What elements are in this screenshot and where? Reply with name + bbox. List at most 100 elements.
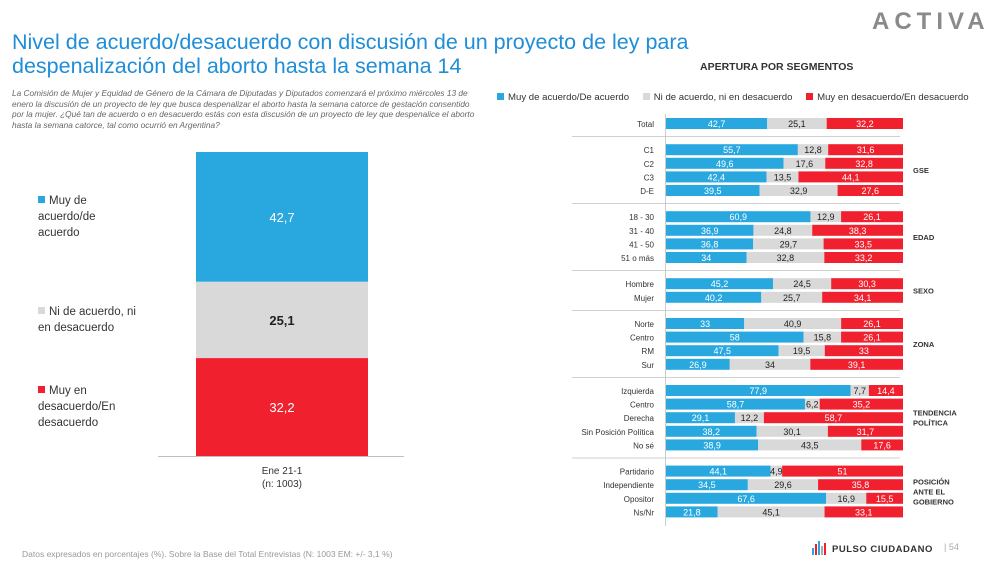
segment-value-agree: 33 [700,319,710,329]
segment-bar-agree [666,492,827,504]
segment-value-neutral: 12,9 [817,212,835,222]
segment-row-label: 51 o más [621,254,654,263]
segment-bar-disagree [828,144,903,156]
segment-bar-disagree [827,425,903,437]
segment-bar-neutral [773,278,832,290]
segment-group-label: ANTE EL [913,488,946,497]
segment-bar-agree [666,358,730,370]
column-value-neutral: 25,1 [269,313,294,328]
segment-row-label: Derecha [624,414,655,423]
segment-bar-disagree [841,318,903,329]
column-legend-swatch [38,195,45,203]
segment-row-label: 18 - 30 [629,213,654,222]
pulso-ciudadano-logo: PULSO CIUDADANO [812,541,933,558]
legend-item-disagree: Muy en desacuerdo/En desacuerdo [806,92,969,103]
segment-value-agree: 34,5 [698,480,716,490]
segment-group-label: TENDENCIA [913,409,957,418]
segment-bar-neutral [810,211,842,223]
segment-bar-disagree [823,238,903,250]
segment-value-neutral: 24,8 [774,226,792,236]
segment-bar-neutral [758,439,862,451]
segment-value-disagree: 31,6 [857,145,875,155]
segment-bar-agree [666,238,754,250]
segment-bar-disagree [763,412,903,424]
segment-value-agree: 21,8 [683,507,701,517]
segment-bar-neutral [850,385,869,396]
segment-bar-disagree [810,358,903,370]
column-legend-line: acuerdo/de [38,209,96,225]
segment-bar-neutral [767,118,827,129]
segment-value-disagree: 26,1 [863,333,881,343]
segment-bar-agree [666,318,745,329]
segment-value-agree: 47,5 [714,346,732,356]
segment-value-disagree: 51 [838,467,848,477]
segment-bar-neutral [746,252,825,263]
segment-value-disagree: 58,7 [825,413,843,423]
segment-bar-neutral [756,425,828,437]
segment-value-disagree: 15,5 [876,494,894,504]
segment-bar-neutral [753,238,824,250]
segment-bar-disagree [837,185,903,196]
segment-value-disagree: 26,1 [863,319,881,329]
segment-value-disagree: 33,1 [855,507,873,517]
segment-bar-disagree [782,465,903,477]
segment-row-label: Sur [642,361,655,370]
segment-value-neutral: 40,9 [784,319,802,329]
segment-value-disagree: 27,6 [862,186,880,196]
segment-value-neutral: 4,9 [770,467,783,477]
segment-bar-agree [666,465,771,477]
segment-value-neutral: 34 [765,360,775,370]
segment-row-label: Centro [630,334,655,343]
legend-label-disagree: Muy en desacuerdo/En desacuerdo [817,92,969,103]
column-legend-agree: Muy de acuerdo/de acuerdo [38,193,96,241]
segment-value-disagree: 32,8 [855,159,873,169]
segment-row-label: 31 - 40 [629,227,654,236]
segment-bar-disagree [866,492,903,504]
legend-item-agree: Muy de acuerdo/De acuerdo [497,92,629,103]
segment-value-neutral: 6,2 [806,400,819,410]
segment-value-neutral: 45,1 [762,507,780,517]
column-legend-line: en desacuerdo [38,320,136,336]
column-value-agree: 42,7 [269,210,294,225]
segment-value-neutral: 43,5 [801,440,819,450]
segment-bar-agree [666,345,779,357]
segments-legend: Muy de acuerdo/De acuerdo Ni de acuerdo,… [497,92,980,103]
segment-bar-disagree [824,506,903,518]
segment-bar-neutral [753,224,813,236]
segment-bar-disagree [812,224,903,236]
segment-value-disagree: 33,5 [855,239,873,249]
segment-bar-disagree [831,278,903,290]
segment-value-agree: 42,7 [708,119,726,129]
legend-swatch-neutral [642,93,650,100]
segment-bar-agree [666,425,757,437]
column-legend-line: Muy de [38,193,96,209]
segment-row-label: C1 [644,146,655,155]
category-label-line: (n: 1003) [261,479,303,490]
segment-bar-disagree [824,252,903,263]
segment-row-label: Independiente [603,481,654,490]
column-legend-text: acuerdo/de [38,210,96,223]
segment-group-label: POSICIÓN [913,478,950,487]
segment-bar-neutral [766,171,799,183]
segment-value-neutral: 25,7 [783,293,801,303]
segment-bar-neutral [747,479,819,491]
segment-value-agree: 29,1 [692,413,710,423]
segment-group-label: GSE [913,166,929,175]
column-legend-disagree: Muy en desacuerdo/En desacuerdo [38,383,115,431]
segment-value-disagree: 34,1 [854,293,872,303]
segment-value-neutral: 7,7 [853,386,866,396]
segment-value-neutral: 30,1 [783,427,801,437]
segment-value-agree: 60,9 [729,212,747,222]
segment-value-agree: 39,5 [704,186,722,196]
segment-row-label: Total [637,120,654,129]
segment-bar-agree [666,157,784,169]
segment-value-disagree: 35,2 [853,400,871,410]
segment-bar-disagree [824,345,903,357]
segment-value-neutral: 25,1 [788,119,806,129]
column-legend-line: Ni de acuerdo, ni [38,304,136,320]
segment-bar-disagree [818,479,903,491]
page-number: | 54 [944,542,959,552]
segment-bar-agree [666,479,748,491]
segment-bar-neutral [804,398,820,410]
